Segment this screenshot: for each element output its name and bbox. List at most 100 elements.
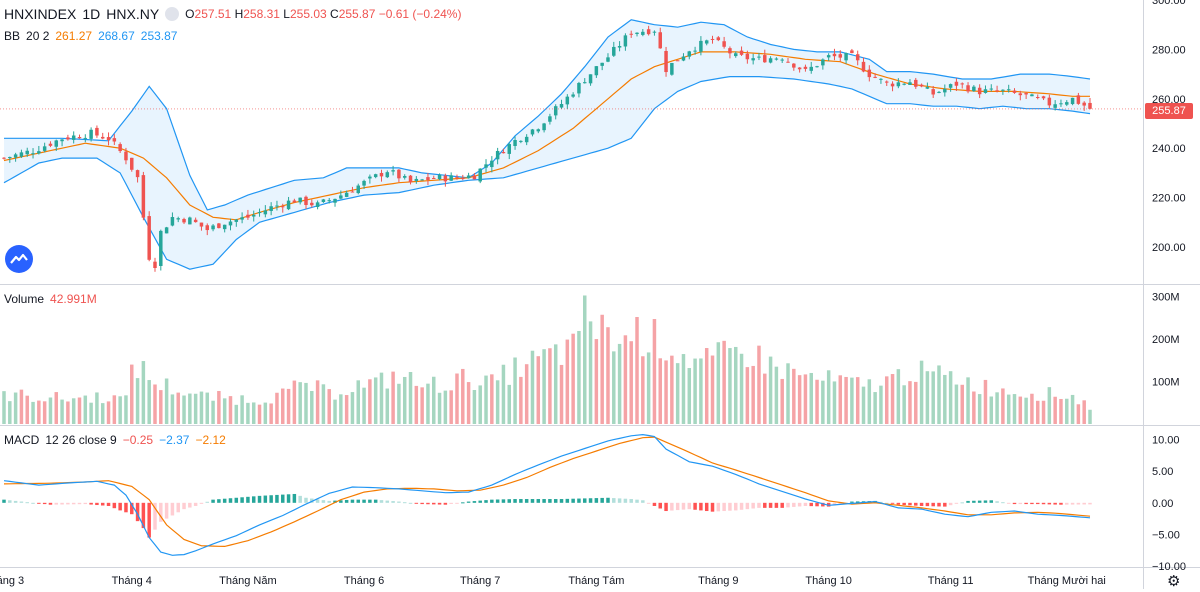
- candle-body: [176, 218, 180, 220]
- candle-body: [437, 174, 442, 180]
- volume-bar: [890, 374, 895, 424]
- candle-body: [83, 137, 88, 139]
- candle-body: [106, 137, 111, 141]
- status-dot-icon[interactable]: [165, 7, 180, 21]
- macd-hist-bar: [734, 502, 738, 511]
- volume-bar: [786, 363, 790, 424]
- volume-bar: [931, 371, 935, 424]
- macd-signal-value: −2.12: [195, 433, 226, 447]
- candle-body: [704, 40, 709, 44]
- volume-bar: [693, 358, 697, 424]
- volume-bar: [1065, 398, 1069, 424]
- macd-hist-bar: [222, 498, 227, 503]
- candle-body: [1065, 102, 1069, 105]
- macd-hist-bar: [182, 502, 186, 510]
- macd-hist-bar: [490, 499, 494, 503]
- candle-body: [13, 154, 18, 158]
- volume-bar: [124, 395, 128, 424]
- candle-body: [432, 178, 436, 180]
- candle-body: [989, 88, 994, 90]
- macd-hist-bar: [577, 498, 581, 503]
- candle-body: [675, 60, 680, 62]
- candle-body: [646, 29, 651, 35]
- volume-bar: [832, 381, 837, 424]
- candle-body: [797, 67, 802, 70]
- candle-body: [890, 83, 895, 87]
- volume-bar: [548, 348, 552, 424]
- candle-body: [565, 96, 570, 105]
- candle-body: [2, 157, 6, 159]
- candle-body: [234, 219, 239, 222]
- close-label: C: [330, 7, 339, 21]
- bb-legend[interactable]: BB 20 2 261.27 268.67 253.87: [4, 29, 177, 43]
- candle-body: [71, 135, 76, 140]
- volume-bar: [867, 379, 872, 424]
- candle-body: [757, 56, 761, 58]
- macd-tick-label: 5.00: [1152, 466, 1173, 478]
- candle-body: [461, 177, 465, 180]
- volume-bar: [536, 356, 541, 424]
- volume-name: Volume: [4, 292, 45, 306]
- volume-bar: [356, 380, 360, 424]
- macd-legend[interactable]: MACD 12 26 close 9 −0.25 −2.37 −2.12: [4, 433, 226, 447]
- volume-bar: [449, 390, 453, 424]
- tradingview-logo-icon[interactable]: [5, 245, 33, 273]
- volume-legend[interactable]: Volume 42.991M: [4, 292, 97, 306]
- candle-body: [275, 205, 279, 207]
- volume-bar: [675, 363, 680, 424]
- candle-body: [205, 225, 210, 231]
- volume-bar: [391, 371, 395, 424]
- macd-hist-bar: [234, 497, 239, 503]
- candle-body: [292, 200, 297, 203]
- candle-body: [879, 78, 883, 80]
- volume-bar: [646, 352, 651, 424]
- macd-line-value: −2.37: [159, 433, 190, 447]
- volume-bar: [954, 384, 959, 424]
- candle-body: [751, 58, 755, 61]
- macd-hist-bar: [327, 500, 331, 503]
- symbol-name[interactable]: HNXINDEX: [4, 6, 77, 22]
- macd-hist-bar: [315, 499, 320, 503]
- macd-hist-bar: [269, 495, 273, 503]
- macd-hist-bar: [188, 502, 192, 508]
- candle-body: [48, 143, 53, 146]
- candle-body: [222, 224, 227, 230]
- macd-hist-bar: [286, 494, 291, 503]
- macd-hist-bar: [664, 502, 668, 512]
- macd-hist-bar: [606, 497, 610, 503]
- settings-gear-icon[interactable]: ⚙: [1167, 573, 1181, 590]
- candle-body: [112, 138, 117, 142]
- volume-bar: [443, 390, 448, 424]
- macd-hist-bar: [147, 502, 151, 538]
- volume-bar: [972, 391, 976, 424]
- interval-label[interactable]: 1D: [82, 6, 101, 22]
- candle-body: [844, 53, 848, 61]
- volume-bar: [908, 381, 912, 424]
- macd-hist-bar: [699, 502, 703, 511]
- low-label: L: [283, 7, 290, 21]
- candle-body: [484, 164, 488, 168]
- volume-bar: [1076, 404, 1081, 424]
- candle-body: [449, 175, 453, 181]
- macd-hist-bar: [658, 502, 662, 509]
- volume-bar: [379, 372, 384, 424]
- candle-body: [466, 175, 471, 179]
- candle-body: [867, 69, 872, 78]
- macd-hist-bar: [356, 499, 360, 503]
- candle-body: [925, 87, 930, 89]
- volume-bar: [1035, 400, 1040, 424]
- volume-bar: [298, 382, 302, 424]
- candle-body: [495, 150, 500, 160]
- volume-bar: [362, 387, 366, 424]
- volume-bar: [1018, 396, 1023, 424]
- macd-hist-bar: [792, 502, 796, 507]
- candle-body: [315, 202, 320, 208]
- volume-bar: [281, 388, 285, 424]
- macd-hist-bar: [48, 502, 53, 505]
- candle-body: [553, 106, 558, 116]
- candle-body: [54, 140, 59, 147]
- candle-body: [914, 79, 918, 87]
- volume-bar: [855, 377, 860, 424]
